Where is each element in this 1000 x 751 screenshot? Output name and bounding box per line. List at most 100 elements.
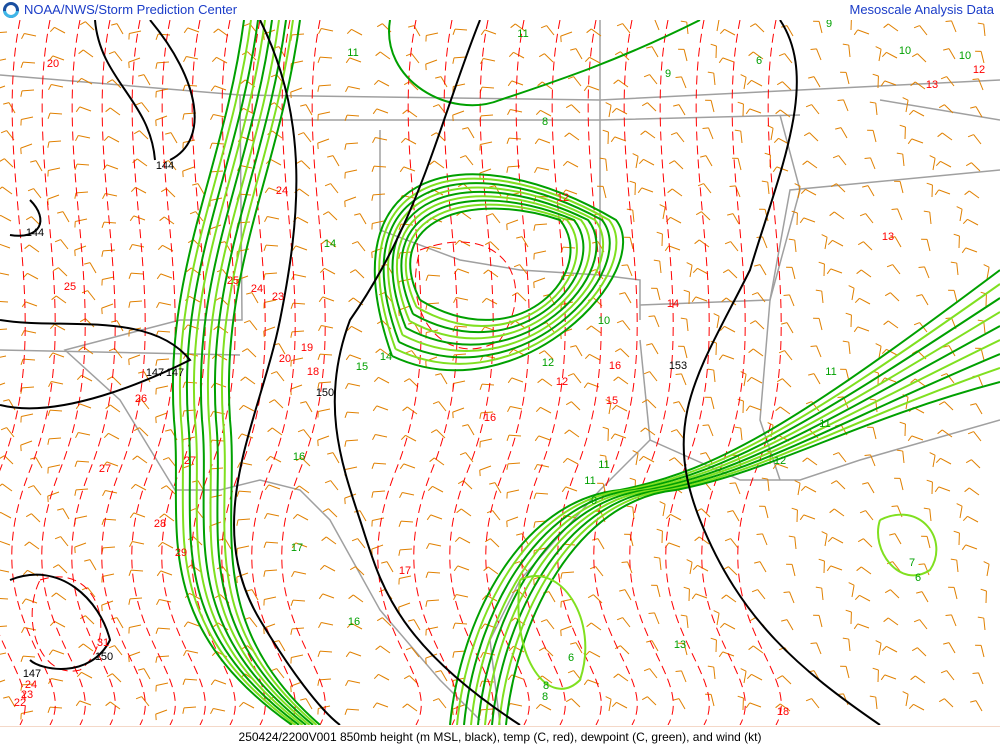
wind-barb-flag <box>426 275 428 281</box>
dewpoint-label: 7 <box>909 557 915 569</box>
wind-barb-flag <box>984 265 989 268</box>
wind-barb-flag <box>129 273 131 279</box>
wind-barb-flag <box>22 599 25 604</box>
wind-barb <box>409 379 418 387</box>
wind-barb-flag <box>109 646 115 648</box>
wind-barb-flag <box>157 274 160 279</box>
wind-barb-flag <box>846 610 852 612</box>
wind-barb-flag <box>858 539 863 542</box>
wind-barb <box>763 237 767 248</box>
wind-barb <box>0 215 11 221</box>
wind-barb <box>724 326 735 332</box>
state-border <box>490 440 650 725</box>
wind-barb-flag <box>156 63 157 69</box>
wind-barb-flag <box>0 187 2 191</box>
wind-barb <box>29 542 39 549</box>
wind-barb <box>933 455 935 467</box>
wind-barb-flag <box>107 377 112 380</box>
wind-barb <box>744 374 746 386</box>
wind-barb <box>547 620 554 629</box>
wind-barb <box>947 77 954 86</box>
wind-barb-flag <box>264 217 267 222</box>
wind-barb-flag <box>264 245 266 251</box>
wind-barb-flag <box>138 669 144 671</box>
wind-barb <box>468 425 474 435</box>
wind-barb <box>888 618 898 625</box>
wind-barb-flag <box>48 410 50 416</box>
wind-barb <box>537 465 549 467</box>
wind-barb-flag <box>480 681 482 687</box>
wind-barb <box>643 159 654 165</box>
wind-barb-flag <box>57 509 63 511</box>
wind-barb-flag <box>914 620 920 622</box>
wind-barb <box>574 77 581 86</box>
wind-barb-flag <box>541 620 547 622</box>
wind-barb <box>56 296 66 303</box>
wind-barb-flag <box>161 486 166 489</box>
wind-barb <box>819 615 822 627</box>
wind-barb <box>186 651 198 653</box>
wind-barb <box>814 374 820 384</box>
wind-barb-flag <box>561 573 562 579</box>
wind-barb-flag <box>102 251 103 257</box>
wind-barb-flag <box>322 537 327 541</box>
wind-barb <box>265 273 277 274</box>
wind-barb-flag <box>870 399 876 400</box>
wind-barb-flag <box>808 77 814 79</box>
wind-barb-flag <box>811 643 817 644</box>
wind-barb-flag <box>585 354 589 358</box>
wind-barb <box>576 49 582 59</box>
dewpoint-label: 11 <box>825 366 836 378</box>
wind-barb-flag <box>965 191 970 195</box>
wind-barb <box>31 514 40 522</box>
wind-barb-flag <box>25 542 30 546</box>
temp-label: 26 <box>135 393 147 405</box>
wind-barb-flag <box>352 242 358 244</box>
temp-label: 19 <box>301 342 313 354</box>
wind-barb-flag <box>408 620 414 622</box>
wind-barb <box>753 349 763 356</box>
wind-barb <box>540 407 551 413</box>
wind-barb <box>942 133 952 140</box>
height-contour <box>0 320 190 408</box>
wind-barb <box>161 274 172 278</box>
wind-barb <box>717 613 719 625</box>
wind-barb-flag <box>892 506 898 507</box>
wind-barb <box>198 184 204 194</box>
wind-barb-flag <box>700 453 706 455</box>
header-left-title: NOAA/NWS/Storm Prediction Center <box>24 2 237 17</box>
wind-barb <box>925 267 929 278</box>
wind-barb <box>0 598 8 599</box>
wind-barb <box>265 570 277 571</box>
wind-barb <box>804 515 815 519</box>
temp-label: 16 <box>484 412 496 424</box>
wind-barb-flag <box>102 519 104 525</box>
wind-barb <box>159 600 171 602</box>
wind-barb-flag <box>489 186 495 188</box>
wind-barb <box>987 564 989 576</box>
wind-barb-flag <box>183 57 186 62</box>
wind-barb <box>0 541 10 545</box>
wind-barb-flag <box>462 128 468 130</box>
wind-barb <box>61 240 68 249</box>
wind-barb-flag <box>372 492 373 498</box>
wind-barb-flag <box>622 562 628 563</box>
wind-barb-flag <box>800 515 803 520</box>
wind-barb <box>672 189 682 196</box>
wind-barb <box>372 545 383 549</box>
wind-barb-flag <box>897 450 903 451</box>
wind-barb-flag <box>746 703 749 708</box>
wind-barb-flag <box>536 704 540 708</box>
wind-barb <box>490 539 499 547</box>
wind-barb <box>50 113 62 114</box>
wind-barb <box>323 594 334 598</box>
wind-barb-flag <box>80 319 85 322</box>
wind-barb <box>297 514 308 520</box>
temperature-contours <box>0 20 781 725</box>
wind-barb-flag <box>460 453 466 455</box>
wind-barb-flag <box>535 436 538 441</box>
wind-barb-flag <box>481 30 484 35</box>
wind-barb-flag <box>427 515 430 520</box>
wind-barb <box>51 382 63 384</box>
wind-barb <box>129 652 140 656</box>
